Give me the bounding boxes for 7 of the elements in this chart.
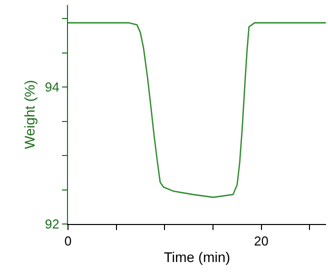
x-tick-label: 0 bbox=[64, 234, 72, 249]
y-tick-label: 92 bbox=[44, 216, 60, 232]
x-axis-title: Time (min) bbox=[164, 248, 230, 265]
y-tick-label: 94 bbox=[44, 80, 60, 95]
x-tick-label: 20 bbox=[254, 234, 268, 249]
y-axis-title: Weight (%) bbox=[22, 80, 38, 149]
line-series bbox=[68, 22, 326, 198]
